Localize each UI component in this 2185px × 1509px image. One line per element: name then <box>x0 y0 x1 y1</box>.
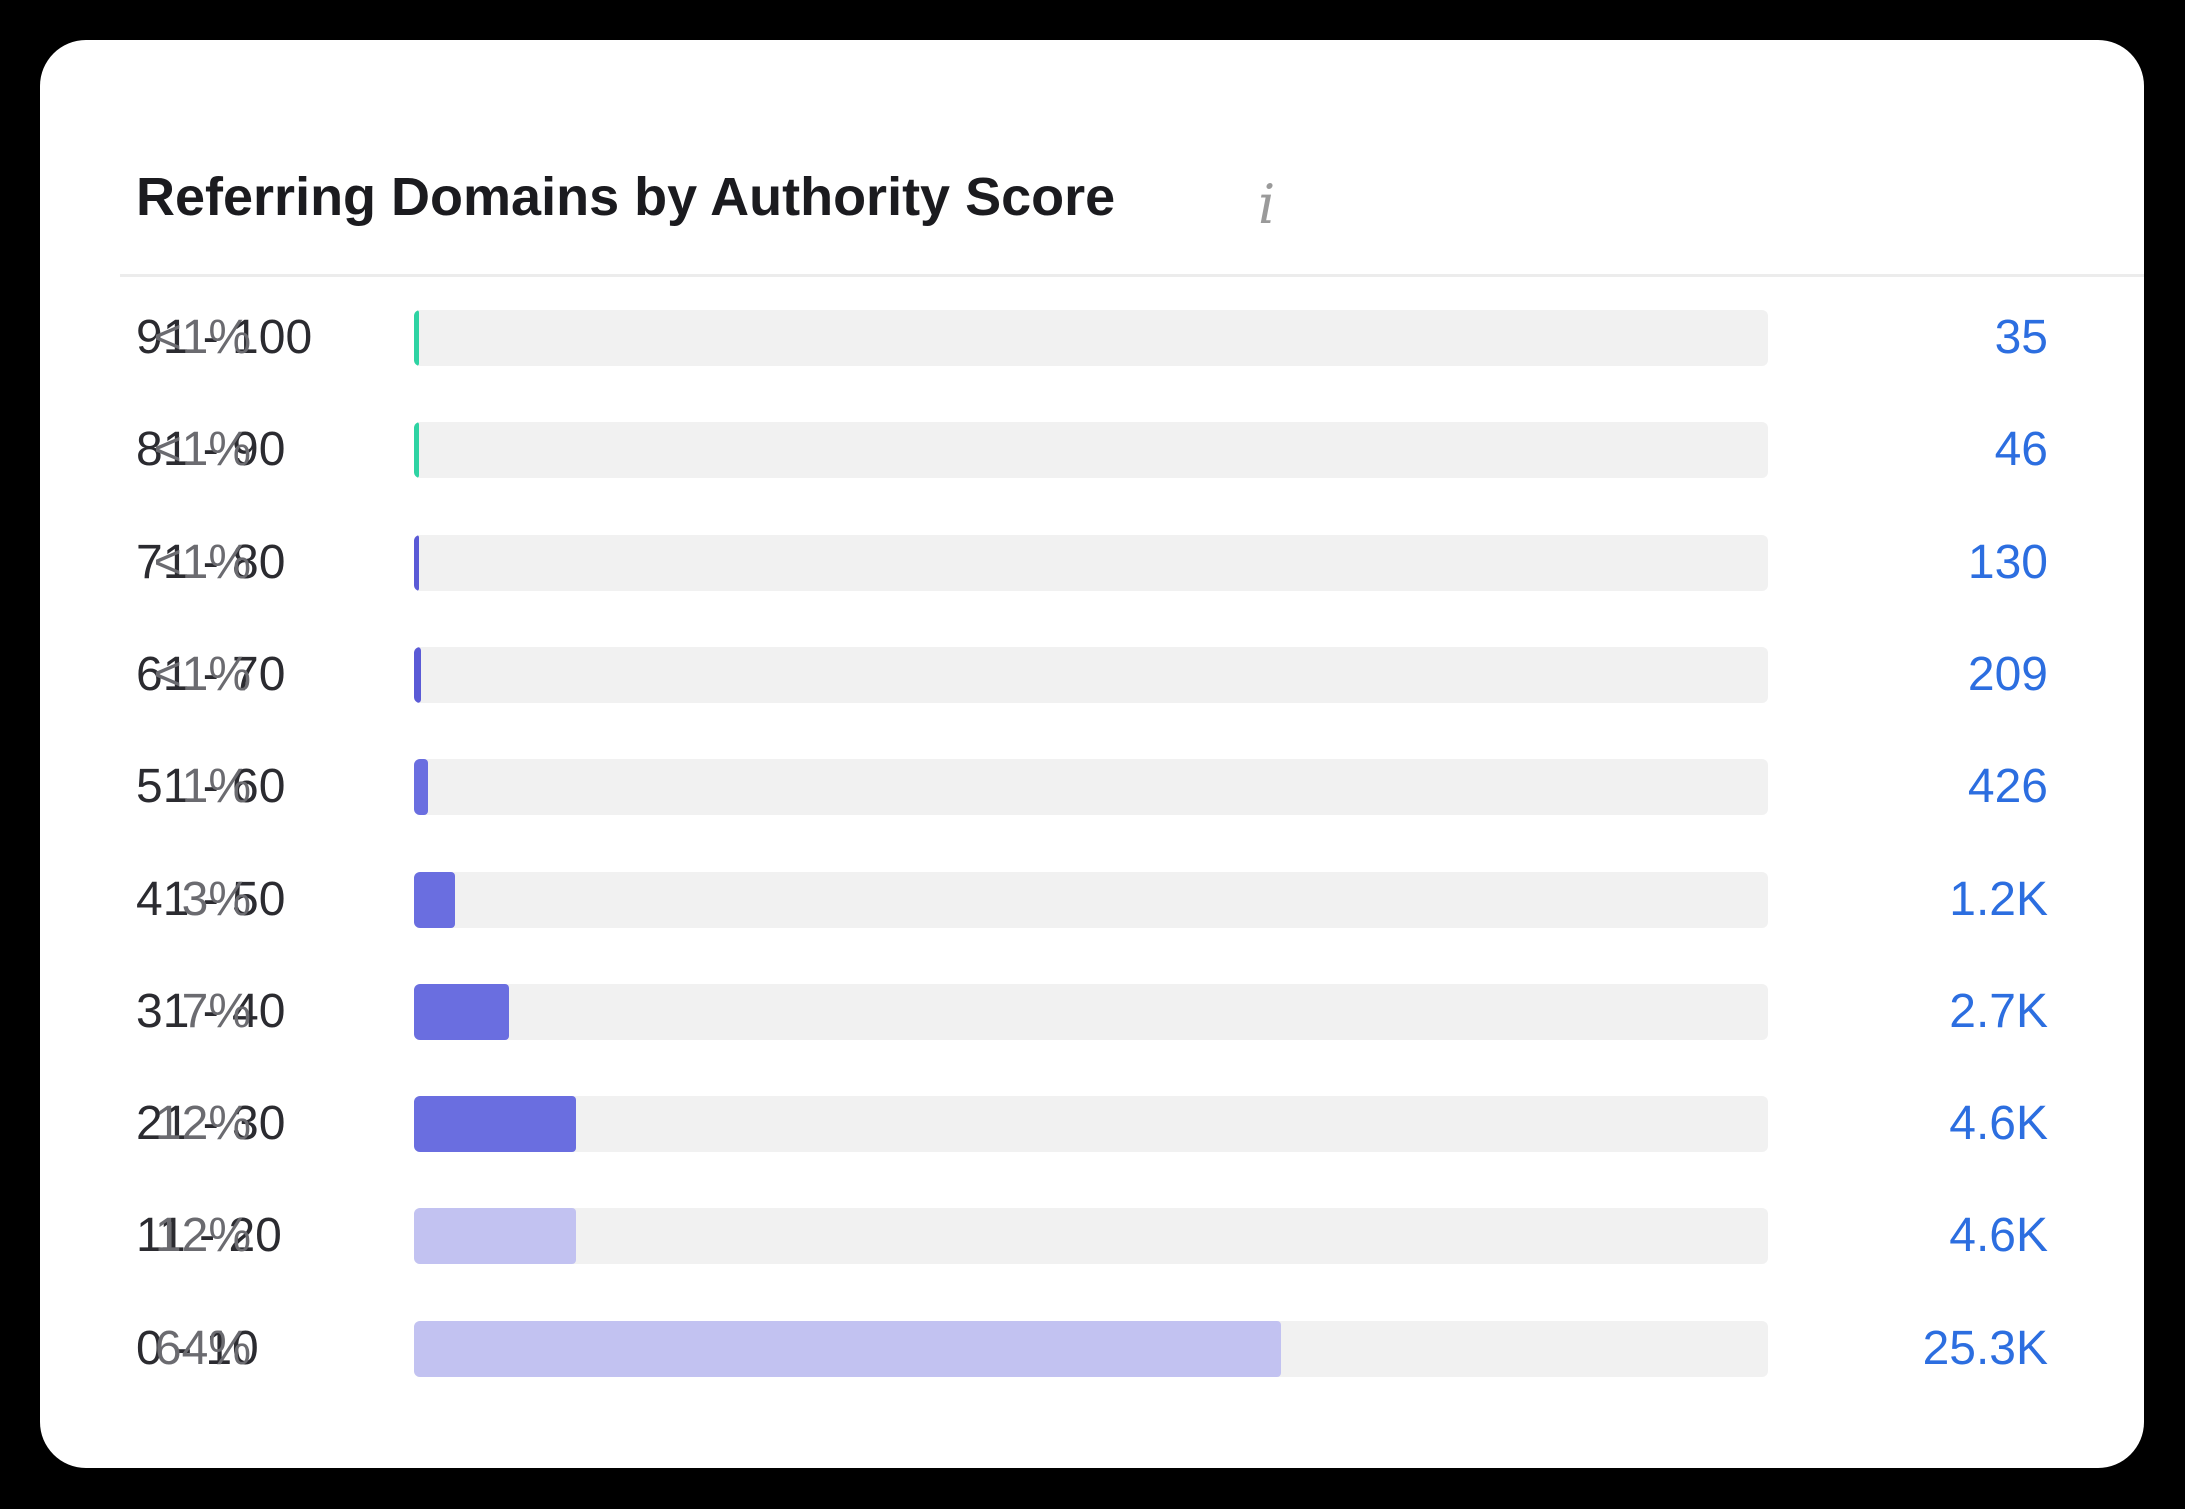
percent-label: <1% <box>153 423 251 477</box>
bar[interactable] <box>414 1208 577 1265</box>
percent-label: <1% <box>153 311 251 364</box>
category-label: 0 - 10 <box>136 1321 259 1375</box>
percent-label: 7% <box>181 984 251 1038</box>
bar[interactable] <box>414 759 428 816</box>
bar[interactable] <box>414 983 509 1040</box>
category-label: 41 - 50 <box>136 872 286 926</box>
count-link[interactable]: 130 <box>1967 535 2048 589</box>
percent-label: 12% <box>154 1209 251 1263</box>
bar[interactable] <box>414 422 419 479</box>
card-title: Referring Domains by Authority Score <box>136 167 1116 227</box>
category-label: 21 - 30 <box>136 1097 286 1151</box>
bar[interactable] <box>414 1096 577 1153</box>
count-link[interactable]: 426 <box>1967 760 2048 814</box>
bar-track <box>414 646 1768 703</box>
count-link[interactable]: 1.2K <box>1949 872 2048 926</box>
percent-label: 1% <box>181 760 251 814</box>
count-link[interactable]: 209 <box>1967 647 2048 701</box>
percent-label: <1% <box>153 535 251 589</box>
count-link[interactable]: 4.6K <box>1949 1209 2048 1263</box>
info-icon[interactable]: i <box>1258 173 1276 236</box>
bar[interactable] <box>414 646 421 703</box>
category-label: 91 - 100 <box>136 311 313 364</box>
bar[interactable] <box>414 310 419 366</box>
category-label: 11 - 20 <box>136 1209 282 1263</box>
bar-track <box>414 983 1768 1040</box>
bar-track <box>414 422 1768 479</box>
bar-track <box>414 759 1768 816</box>
bar[interactable] <box>414 1320 1281 1377</box>
category-label: 51 - 60 <box>136 760 286 814</box>
count-link[interactable]: 35 <box>1994 311 2048 364</box>
bar[interactable] <box>414 534 419 591</box>
bar-track <box>414 1208 1768 1265</box>
bar-track <box>414 871 1768 928</box>
percent-label: 12% <box>154 1097 251 1151</box>
percent-label: 3% <box>181 872 251 926</box>
bar-track <box>414 534 1768 591</box>
percent-label: 64% <box>154 1321 251 1375</box>
category-label: 71 - 80 <box>136 535 286 589</box>
bar[interactable] <box>414 871 455 928</box>
bar-track <box>414 1320 1768 1377</box>
count-link[interactable]: 4.6K <box>1949 1097 2048 1151</box>
category-label: 81 - 90 <box>136 423 286 477</box>
count-link[interactable]: 46 <box>1994 423 2048 477</box>
bar-track <box>414 310 1768 366</box>
bar-track <box>414 1096 1768 1153</box>
category-label: 61 - 70 <box>136 647 286 701</box>
header-divider <box>120 274 2144 277</box>
count-link[interactable]: 2.7K <box>1949 984 2048 1038</box>
category-label: 31 - 40 <box>136 984 286 1038</box>
percent-label: <1% <box>153 647 251 701</box>
count-link[interactable]: 25.3K <box>1922 1321 2048 1375</box>
authority-score-card: Referring Domains by Authority Score i 9… <box>40 40 2144 1468</box>
